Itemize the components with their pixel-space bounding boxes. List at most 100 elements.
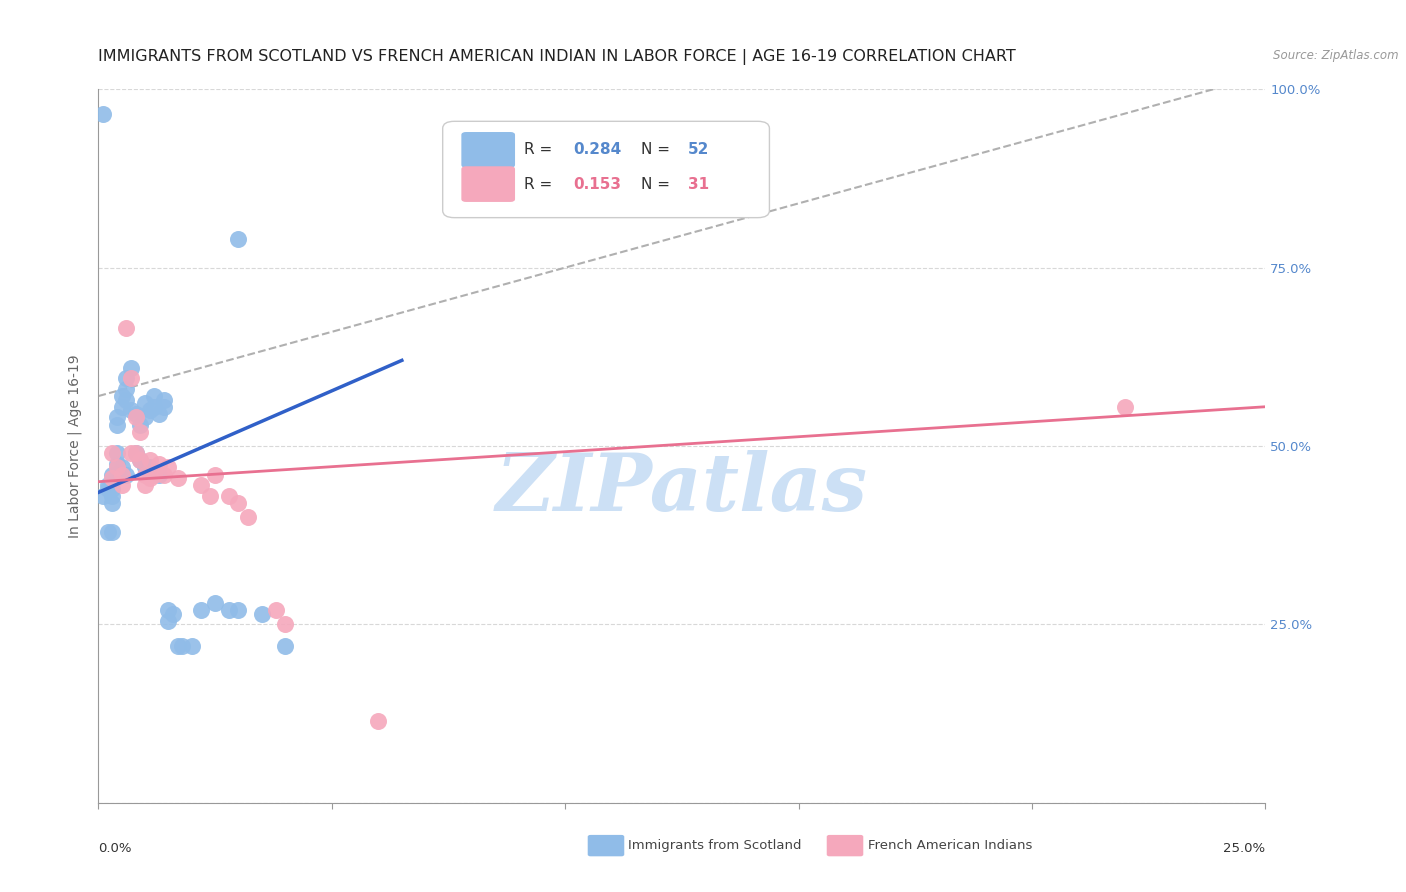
- Point: [157, 614, 180, 628]
- Point: [134, 478, 156, 492]
- Point: [101, 446, 124, 460]
- Text: Immigrants from Scotland: Immigrants from Scotland: [628, 839, 801, 852]
- Point: [152, 400, 174, 414]
- Point: [228, 496, 250, 510]
- FancyBboxPatch shape: [443, 121, 769, 218]
- Point: [264, 603, 287, 617]
- Point: [91, 489, 114, 503]
- Point: [120, 371, 142, 385]
- Point: [115, 321, 138, 335]
- Point: [143, 389, 166, 403]
- Point: [101, 471, 124, 485]
- Text: 52: 52: [688, 143, 709, 157]
- Point: [115, 371, 138, 385]
- Point: [152, 392, 174, 407]
- Point: [129, 425, 152, 439]
- Text: R =: R =: [524, 177, 558, 192]
- Point: [111, 467, 134, 482]
- Point: [120, 446, 142, 460]
- Point: [115, 392, 138, 407]
- Point: [172, 639, 194, 653]
- Point: [105, 410, 128, 425]
- FancyBboxPatch shape: [461, 132, 515, 168]
- Text: 25.0%: 25.0%: [1223, 842, 1265, 855]
- Point: [97, 482, 120, 496]
- Text: N =: N =: [641, 177, 675, 192]
- Point: [139, 403, 162, 417]
- Point: [274, 639, 297, 653]
- Point: [250, 607, 273, 621]
- Point: [101, 475, 124, 489]
- Point: [97, 478, 120, 492]
- Point: [111, 400, 134, 414]
- Point: [120, 403, 142, 417]
- Point: [218, 489, 240, 503]
- Y-axis label: In Labor Force | Age 16-19: In Labor Force | Age 16-19: [67, 354, 83, 538]
- Point: [105, 446, 128, 460]
- Point: [152, 467, 174, 482]
- Text: 0.153: 0.153: [574, 177, 621, 192]
- FancyBboxPatch shape: [461, 166, 515, 202]
- Point: [125, 407, 148, 421]
- Text: R =: R =: [524, 143, 558, 157]
- Point: [105, 417, 128, 432]
- Point: [105, 457, 128, 471]
- Point: [134, 396, 156, 410]
- Point: [101, 489, 124, 503]
- Point: [166, 471, 188, 485]
- Point: [148, 467, 170, 482]
- Text: N =: N =: [641, 143, 675, 157]
- Point: [101, 482, 124, 496]
- Point: [274, 617, 297, 632]
- Point: [101, 496, 124, 510]
- Point: [157, 460, 180, 475]
- Point: [228, 232, 250, 246]
- Point: [157, 603, 180, 617]
- Point: [200, 489, 222, 503]
- Text: 31: 31: [688, 177, 709, 192]
- Point: [134, 410, 156, 425]
- Point: [125, 410, 148, 425]
- Point: [236, 510, 259, 524]
- Text: IMMIGRANTS FROM SCOTLAND VS FRENCH AMERICAN INDIAN IN LABOR FORCE | AGE 16-19 CO: IMMIGRANTS FROM SCOTLAND VS FRENCH AMERI…: [98, 49, 1017, 65]
- Point: [115, 382, 138, 396]
- Point: [91, 107, 114, 121]
- Point: [143, 467, 166, 482]
- Point: [204, 467, 226, 482]
- Point: [218, 603, 240, 617]
- Point: [190, 603, 212, 617]
- Point: [204, 596, 226, 610]
- Point: [162, 607, 184, 621]
- Point: [190, 478, 212, 492]
- Point: [180, 639, 202, 653]
- Point: [134, 460, 156, 475]
- Point: [139, 471, 162, 485]
- Text: 0.0%: 0.0%: [98, 842, 132, 855]
- Point: [139, 453, 162, 467]
- Point: [129, 417, 152, 432]
- Point: [129, 453, 152, 467]
- Text: ZIPatlas: ZIPatlas: [496, 450, 868, 527]
- Point: [97, 524, 120, 539]
- Point: [115, 467, 138, 482]
- Point: [120, 360, 142, 375]
- Point: [125, 446, 148, 460]
- Point: [125, 446, 148, 460]
- Point: [134, 467, 156, 482]
- Point: [101, 467, 124, 482]
- Point: [367, 714, 389, 728]
- Point: [148, 457, 170, 471]
- Text: French American Indians: French American Indians: [868, 839, 1032, 852]
- Point: [166, 639, 188, 653]
- Point: [148, 407, 170, 421]
- Text: Source: ZipAtlas.com: Source: ZipAtlas.com: [1274, 49, 1399, 62]
- Point: [101, 524, 124, 539]
- Point: [111, 460, 134, 475]
- Point: [228, 603, 250, 617]
- Point: [1114, 400, 1136, 414]
- Point: [111, 389, 134, 403]
- Point: [111, 478, 134, 492]
- Point: [129, 453, 152, 467]
- Text: 0.284: 0.284: [574, 143, 621, 157]
- Point: [143, 400, 166, 414]
